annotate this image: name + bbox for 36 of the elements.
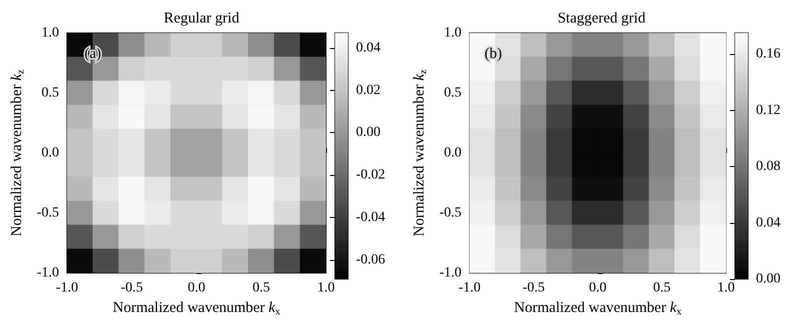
x-tick-label: 0.5 [252, 280, 270, 296]
y-tick-label: 0.0 [444, 146, 462, 160]
y-tick-label: -0.5 [439, 206, 462, 220]
y-tick-label: -1.0 [36, 266, 59, 280]
color-bar-label: 0.00 [756, 272, 780, 286]
color-bar-label: 0.02 [356, 82, 380, 98]
chart-title: Staggered grid [558, 10, 646, 26]
x-tick-label: 0.5 [653, 280, 671, 296]
color-bar-label: 0.04 [756, 215, 780, 230]
chart-title: Regular grid [164, 10, 240, 26]
y-tick-label: 0.0 [42, 146, 59, 160]
x-tick-label: 1.0 [717, 280, 735, 296]
y-tick-label: -0.5 [36, 206, 59, 220]
color-bar-label: 0.04 [356, 40, 380, 56]
y-tick-label: -1.0 [439, 266, 462, 280]
y-tick-label: 0.5 [444, 86, 462, 100]
x-tick-label: -0.5 [120, 280, 143, 296]
color-bar-label: -0.02 [356, 168, 386, 183]
x-tick-label: -1.0 [458, 280, 481, 296]
color-bar-label: 0.16 [756, 46, 780, 62]
y-tick-label: 0.5 [42, 86, 59, 100]
x-tick-label: -1.0 [56, 280, 78, 296]
x-tick-label: 0.0 [188, 280, 206, 296]
color-bar-label: 0.12 [756, 102, 780, 118]
y-axis-title: Normalized wavenumber kz [412, 69, 429, 236]
annotation: (b) [484, 46, 502, 62]
y-axis-title: Normalized wavenumber kz [8, 69, 26, 236]
x-tick-label: 0.0 [589, 280, 607, 296]
y-tick-label: 1.0 [42, 26, 59, 40]
x-tick-label: -0.5 [522, 280, 545, 296]
color-bar-label: -0.04 [356, 210, 386, 225]
color-bar-label: -0.06 [356, 252, 386, 268]
color-bar-label: 0.08 [756, 159, 780, 174]
y-tick-label: 1.0 [444, 26, 462, 40]
color-bar-label: 0.00 [356, 125, 380, 140]
x-tick-label: 1.0 [317, 280, 335, 296]
